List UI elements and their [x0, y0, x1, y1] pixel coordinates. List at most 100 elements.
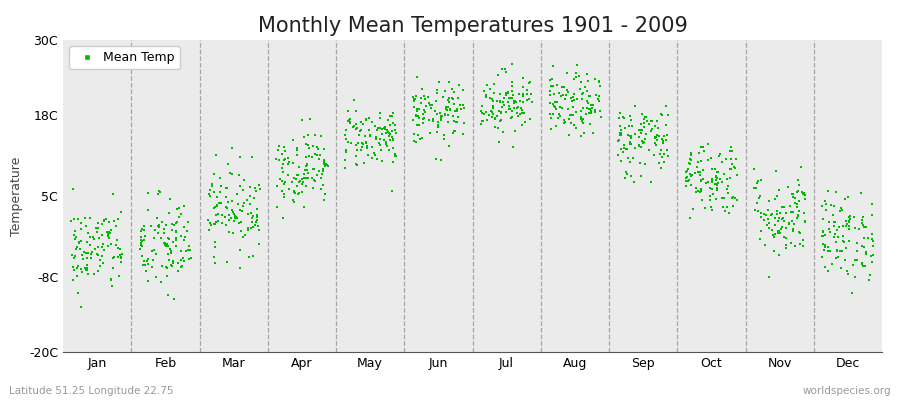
Point — [589, 92, 603, 99]
Point — [382, 130, 396, 136]
Point — [766, 232, 780, 239]
Point — [249, 205, 264, 212]
Point — [437, 112, 452, 119]
Point — [171, 260, 185, 266]
Point — [373, 142, 387, 148]
Point — [821, 247, 835, 254]
Point — [657, 132, 671, 139]
Point — [701, 157, 716, 163]
Point — [485, 103, 500, 109]
Point — [647, 134, 662, 140]
Point — [580, 98, 594, 104]
Point — [75, 269, 89, 276]
Point — [777, 204, 791, 210]
Point — [112, 272, 126, 279]
Point — [415, 86, 429, 92]
Point — [154, 279, 168, 285]
Point — [715, 195, 729, 202]
Point — [718, 155, 733, 162]
Point — [573, 85, 588, 92]
Point — [112, 216, 126, 222]
Point — [315, 168, 329, 174]
Point — [417, 93, 431, 100]
Point — [69, 244, 84, 250]
Point — [67, 216, 81, 222]
Point — [789, 214, 804, 221]
Point — [231, 201, 246, 207]
Point — [214, 200, 229, 206]
Point — [138, 262, 152, 268]
Point — [411, 122, 426, 128]
Point — [543, 77, 557, 84]
Point — [716, 195, 731, 201]
Point — [310, 144, 324, 151]
Point — [207, 188, 221, 195]
Point — [232, 220, 247, 226]
Point — [348, 161, 363, 167]
Point — [684, 152, 698, 158]
Point — [305, 166, 320, 172]
Point — [790, 188, 805, 194]
Point — [450, 106, 464, 113]
Point — [650, 132, 664, 138]
Point — [848, 224, 862, 231]
Point — [79, 266, 94, 273]
Point — [176, 258, 191, 264]
Point — [777, 233, 791, 240]
Point — [317, 161, 331, 167]
Point — [318, 191, 332, 198]
Point — [286, 196, 301, 203]
Point — [833, 265, 848, 272]
Point — [80, 267, 94, 273]
Point — [113, 255, 128, 262]
Point — [375, 131, 390, 137]
Point — [234, 228, 248, 234]
Point — [477, 88, 491, 95]
Point — [312, 168, 327, 174]
Point — [428, 98, 443, 104]
Point — [439, 107, 454, 113]
Point — [290, 145, 304, 152]
Point — [161, 243, 176, 250]
Point — [423, 102, 437, 108]
Point — [386, 120, 400, 126]
Point — [300, 161, 314, 168]
Point — [546, 101, 561, 107]
Point — [648, 134, 662, 141]
Point — [215, 220, 230, 226]
Point — [474, 121, 489, 128]
Point — [559, 92, 573, 98]
Point — [370, 156, 384, 162]
Point — [522, 80, 536, 86]
Point — [251, 223, 266, 229]
Point — [661, 112, 675, 118]
Point — [760, 216, 775, 222]
Point — [653, 150, 668, 157]
Point — [423, 130, 437, 136]
Point — [314, 175, 328, 181]
Point — [349, 108, 364, 114]
Point — [566, 122, 580, 128]
Point — [301, 162, 315, 168]
Point — [350, 147, 365, 153]
Point — [296, 204, 310, 210]
Point — [158, 264, 173, 270]
Point — [823, 229, 837, 236]
Point — [661, 152, 675, 159]
Point — [379, 139, 393, 146]
Point — [91, 220, 105, 226]
Point — [648, 122, 662, 129]
Point — [169, 206, 184, 212]
Point — [182, 243, 196, 250]
Point — [406, 94, 420, 100]
Point — [693, 187, 707, 194]
Point — [220, 184, 234, 191]
Point — [779, 225, 794, 232]
Point — [226, 230, 240, 236]
Point — [151, 190, 166, 197]
Point — [240, 210, 255, 217]
Point — [446, 118, 461, 124]
Point — [637, 136, 652, 142]
Point — [625, 122, 639, 129]
Point — [779, 234, 794, 241]
